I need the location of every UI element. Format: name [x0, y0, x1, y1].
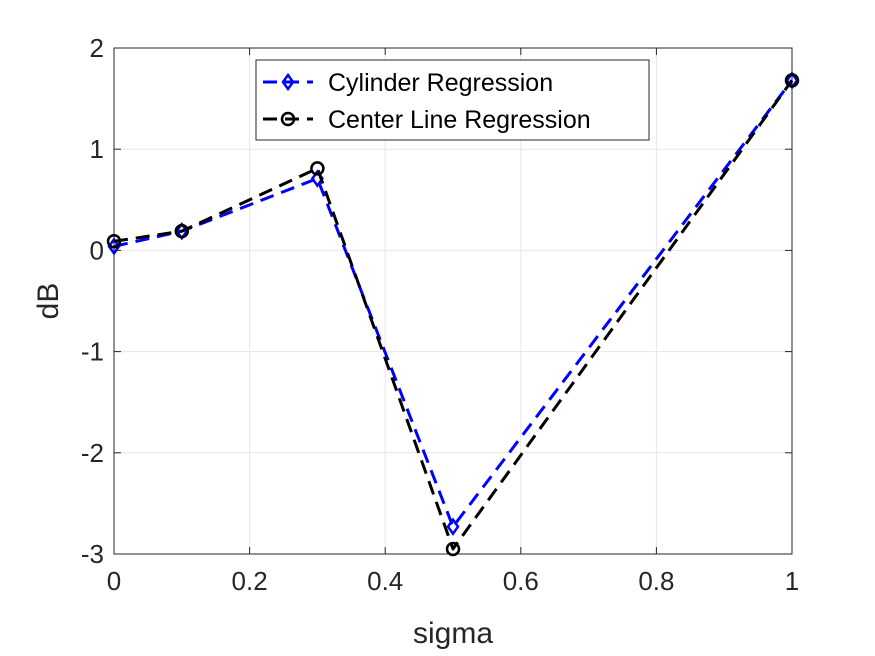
x-tick-label: 0.8: [638, 566, 674, 596]
legend-swatch-marker: [280, 111, 296, 127]
x-tick-label: 0.4: [367, 566, 403, 596]
data-point: [310, 161, 325, 176]
data-point: [107, 237, 121, 256]
x-axis-label: sigma: [413, 617, 493, 650]
series-group: [106, 71, 800, 557]
y-tick-label: 2: [90, 33, 104, 63]
x-tick-label: 0: [107, 566, 121, 596]
legend-box: [255, 59, 650, 141]
series-2: [106, 73, 800, 557]
legend: Cylinder Regression Center Line Regressio…: [255, 59, 650, 141]
y-tick-label: -1: [81, 337, 104, 367]
data-point: [784, 73, 800, 88]
axis-ticks: 0 0.2 0.4 0.6 0.8 1 -3 -2 -1 0 1 2: [81, 33, 799, 596]
y-tick-label: -3: [81, 539, 104, 569]
data-point: [445, 541, 461, 557]
x-tick-label: 0.6: [503, 566, 539, 596]
legend-entry: Center Line Regression: [263, 106, 591, 134]
series-line: [113, 79, 794, 551]
data-point: [446, 517, 460, 536]
legend-label: Center Line Regression: [328, 106, 591, 134]
y-axis-label: dB: [32, 283, 65, 320]
y-tick-label: 0: [90, 235, 104, 265]
data-point: [174, 223, 190, 239]
legend-swatch-marker: [281, 72, 295, 92]
y-tick-label: 1: [90, 134, 104, 164]
legend-label: Cylinder Regression: [328, 69, 553, 97]
legend-entry: Cylinder Regression: [263, 69, 553, 97]
x-tick-label: 0.2: [232, 566, 268, 596]
series-line: [113, 79, 794, 529]
y-tick-label: -2: [81, 438, 104, 468]
data-point: [106, 234, 122, 249]
x-tick-label: 1: [785, 566, 799, 596]
